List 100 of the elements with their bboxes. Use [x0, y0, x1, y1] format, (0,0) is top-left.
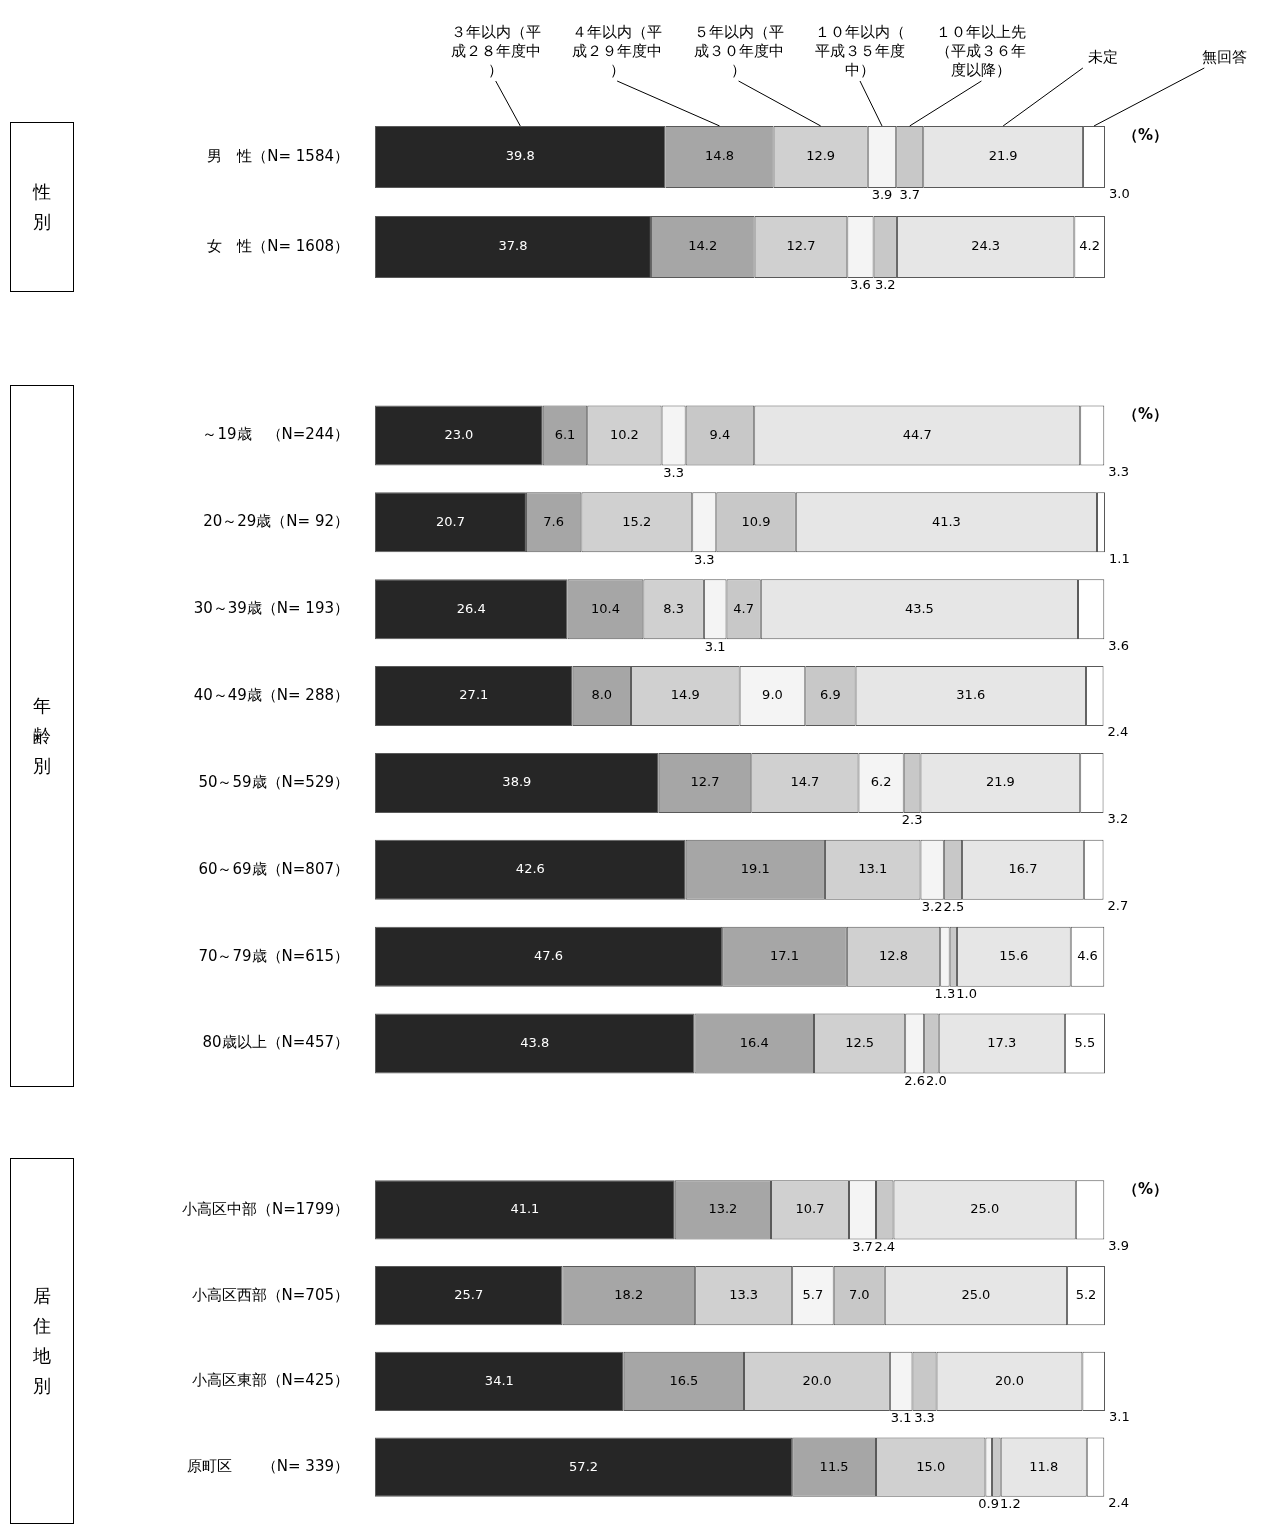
text: １０年以上先（平成３６年度以降） [936, 23, 1027, 79]
y-tick-label: 30～39歳（N= 193） [193, 599, 349, 618]
data-label: 10.2 [609, 426, 639, 442]
data-label: 9.4 [709, 426, 731, 442]
data-label: 39.8 [505, 148, 535, 164]
y-axis-title: 居住地別 [32, 1284, 52, 1398]
data-label: 19.1 [740, 861, 770, 877]
data-label: 12.8 [879, 948, 908, 964]
data-label: 0.9 [978, 1496, 1000, 1512]
data-label: 8.0 [591, 687, 613, 703]
data-label: 3.7 [852, 1238, 873, 1254]
data-label: 20.7 [436, 513, 465, 529]
data-label: 3.2 [1107, 811, 1129, 827]
data-label: 3.6 [850, 277, 871, 293]
data-label: 38.9 [502, 774, 532, 790]
data-label: 6.1 [554, 426, 576, 442]
text: ４年以内（平成２９年度中） [572, 23, 663, 79]
y-tick-label: 小高区西部（N=705） [191, 1285, 349, 1304]
data-label: 25.7 [454, 1287, 484, 1302]
y-tick-label: 男 性（N= 1584） [207, 146, 349, 165]
data-label: 34.1 [484, 1372, 514, 1388]
data-label: 6.2 [870, 774, 892, 790]
text: （%） [1123, 1180, 1169, 1199]
data-label: 3.0 [1109, 186, 1130, 202]
data-label: 3.3 [693, 551, 715, 567]
y-tick-label: ～19歳 （N=244） [202, 425, 349, 444]
data-label: 13.1 [858, 861, 888, 877]
data-label: 13.3 [729, 1287, 759, 1302]
data-label: 21.9 [985, 774, 1015, 790]
data-label: 3.3 [914, 1410, 935, 1426]
y-tick-label: 80歳以上（N=457） [202, 1033, 349, 1052]
data-label: 20.0 [994, 1372, 1024, 1388]
text: （%） [1123, 405, 1169, 424]
data-label: 23.0 [444, 426, 474, 442]
data-label: 3.3 [663, 464, 684, 480]
data-label: 44.7 [902, 426, 932, 442]
data-label: 1.2 [1000, 1496, 1021, 1512]
data-label: 9.0 [762, 687, 783, 703]
data-label: 2.3 [901, 812, 923, 828]
data-label: 3.2 [921, 899, 943, 915]
data-label: 8.3 [663, 600, 684, 616]
data-label: 2.7 [1107, 898, 1129, 914]
data-label: 47.6 [534, 948, 564, 964]
data-label: 37.8 [498, 238, 528, 254]
data-label: 13.2 [708, 1201, 738, 1217]
y-axis-title: 年齢別 [32, 694, 52, 778]
data-label: 5.2 [1075, 1287, 1097, 1302]
data-label: 4.2 [1079, 238, 1101, 254]
data-label: 16.4 [739, 1034, 769, 1050]
data-label: 2.6 [904, 1072, 926, 1088]
data-label: 11.5 [819, 1458, 849, 1474]
data-label: 12.5 [845, 1034, 875, 1050]
data-label: 3.1 [704, 638, 726, 654]
y-tick-label: 小高区中部（N=1799） [182, 1199, 349, 1218]
data-label: 12.7 [690, 774, 720, 790]
data-label: 41.3 [931, 513, 961, 529]
data-label: 31.6 [956, 687, 986, 703]
data-label: 43.5 [904, 600, 934, 616]
data-label: 17.1 [770, 948, 799, 964]
text: 未定 [1087, 48, 1118, 66]
data-label: 5.7 [802, 1287, 824, 1302]
data-label: 12.9 [806, 148, 836, 164]
data-label: 3.3 [1108, 463, 1129, 479]
data-label: 4.6 [1077, 948, 1098, 964]
data-label: 26.4 [456, 600, 486, 616]
data-label: 3.2 [874, 277, 896, 293]
data-label: 14.9 [670, 687, 700, 703]
text: ５年以内（平成３０年度中） [693, 23, 784, 79]
data-label: 42.6 [515, 861, 545, 877]
y-tick-label: 40～49歳（N= 288） [193, 685, 349, 704]
data-label: 4.7 [733, 600, 754, 616]
data-label: 3.9 [871, 187, 893, 203]
data-label: 15.2 [622, 513, 652, 529]
data-label: 2.5 [943, 899, 965, 915]
data-label: 3.7 [899, 187, 921, 203]
data-label: 25.0 [961, 1287, 991, 1302]
data-label: 41.1 [510, 1201, 540, 1217]
data-label: 7.6 [543, 513, 565, 529]
data-label: 57.2 [569, 1458, 599, 1474]
data-label: 18.2 [614, 1287, 644, 1302]
data-label: 1.1 [1109, 550, 1130, 566]
y-tick-label: 60～69歳（N=807） [198, 859, 349, 878]
data-label: 3.9 [1108, 1237, 1129, 1253]
text: 無回答 [1201, 48, 1247, 66]
data-label: 15.0 [916, 1458, 946, 1474]
data-label: 2.4 [1107, 724, 1129, 740]
data-label: 10.4 [590, 600, 620, 616]
data-label: 11.8 [1029, 1458, 1059, 1474]
text: ３年以内（平成２８年度中） [450, 23, 541, 79]
data-label: 10.9 [741, 513, 771, 529]
data-label: 2.4 [1108, 1495, 1129, 1511]
data-label: 16.7 [1008, 861, 1038, 877]
data-label: 2.0 [926, 1072, 947, 1088]
y-tick-label: 原町区 （N= 339） [186, 1457, 349, 1476]
data-label: 7.0 [848, 1287, 870, 1302]
data-label: 15.6 [999, 948, 1029, 964]
data-label: 2.4 [874, 1238, 896, 1254]
data-label: 10.7 [795, 1201, 825, 1217]
data-label: 1.3 [934, 986, 956, 1002]
data-label: 3.6 [1108, 637, 1129, 653]
